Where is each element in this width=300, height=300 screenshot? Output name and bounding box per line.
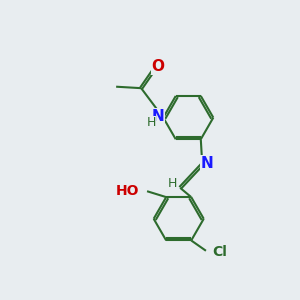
Text: O: O (152, 59, 164, 74)
Text: H: H (168, 177, 178, 190)
Text: N: N (200, 156, 213, 171)
Text: Cl: Cl (212, 245, 227, 259)
Text: H: H (147, 116, 156, 129)
Text: HO: HO (116, 184, 140, 198)
Text: N: N (152, 109, 164, 124)
